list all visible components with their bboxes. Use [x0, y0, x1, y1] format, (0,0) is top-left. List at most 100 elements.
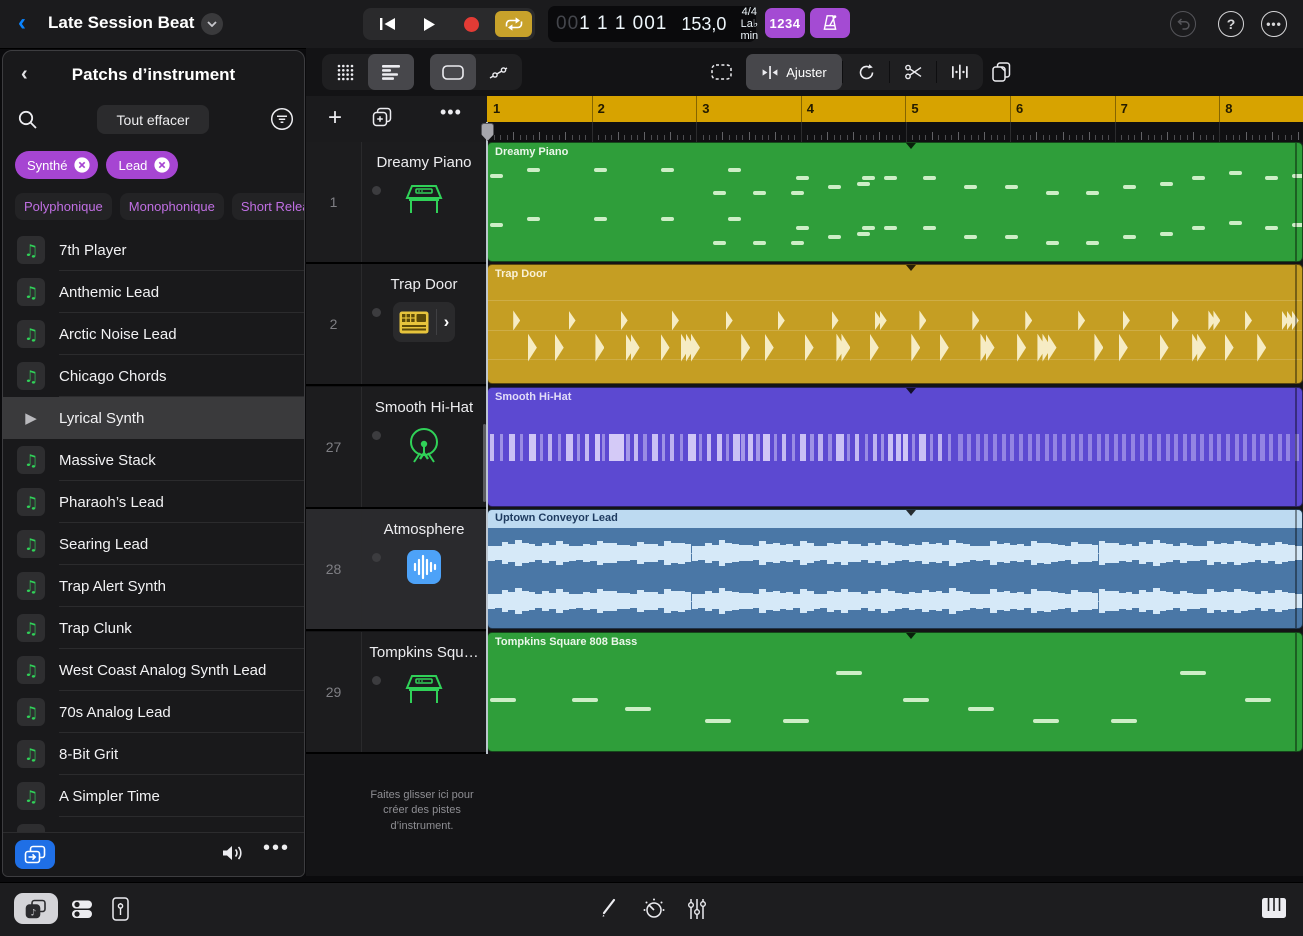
- browser-toggle-button[interactable]: ♪: [14, 893, 58, 924]
- patch-list-item[interactable]: ♫ Anthemic Lead: [3, 271, 304, 313]
- row-separator: [59, 270, 304, 271]
- mixer-controls-button[interactable]: [70, 897, 94, 921]
- preview-volume-button[interactable]: [221, 843, 245, 863]
- more-options-button[interactable]: •••: [1261, 11, 1287, 37]
- edit-pencil-button[interactable]: [600, 897, 618, 917]
- record-enable-dot[interactable]: [372, 308, 381, 317]
- playhead-line[interactable]: [486, 122, 488, 754]
- record-enable-dot[interactable]: [372, 553, 381, 562]
- patch-list-item[interactable]: ▶ Lyrical Synth: [3, 397, 304, 439]
- patch-list-item[interactable]: ♫ Massive Stack: [3, 439, 304, 481]
- undo-button[interactable]: [1170, 11, 1196, 37]
- search-button[interactable]: [17, 109, 39, 131]
- load-patch-button[interactable]: [15, 840, 55, 869]
- mixer-button[interactable]: [687, 897, 707, 921]
- region-drums[interactable]: Trap Door: [487, 264, 1303, 384]
- category-filter-button[interactable]: Short Release: [231, 193, 304, 220]
- track-header[interactable]: 1 Dreamy Piano: [306, 142, 487, 264]
- help-button[interactable]: ?: [1218, 11, 1244, 37]
- cycle-button[interactable]: [495, 11, 532, 37]
- quantize-button[interactable]: Ajuster: [746, 54, 842, 90]
- patch-list-item[interactable]: ♫ West Coast Analog Synth Lead: [3, 649, 304, 691]
- play-button[interactable]: [413, 8, 445, 40]
- cycle-range-band[interactable]: 1 2 3 4 5 6 7 8: [487, 96, 1303, 122]
- nudge-button[interactable]: [937, 54, 983, 90]
- track-header[interactable]: 29 Tompkins Squ…: [306, 632, 487, 754]
- smart-controls-button[interactable]: [642, 897, 666, 921]
- automation-button[interactable]: [476, 54, 522, 90]
- patch-list-item[interactable]: ♫ Searing Lead: [3, 523, 304, 565]
- ruler[interactable]: 1 2 3 4 5 6 7 8: [481, 96, 1303, 142]
- filter-tag-chip[interactable]: Synthé: [15, 151, 99, 179]
- region-midi[interactable]: Tompkins Square 808 Bass: [487, 632, 1303, 752]
- drum-hit: [595, 333, 605, 362]
- hihat-bar: [1079, 434, 1084, 462]
- track-list-more-button[interactable]: •••: [440, 102, 462, 122]
- patch-list-item[interactable]: ♫ A Simpler Time: [3, 775, 304, 817]
- browser-back-button[interactable]: ‹: [21, 63, 28, 85]
- track-stack-box[interactable]: ›: [392, 302, 456, 342]
- multi-select-button[interactable]: [698, 54, 744, 90]
- region-bars[interactable]: Smooth Hi-Hat: [487, 387, 1303, 507]
- patch-list-item[interactable]: ♫ Trap Alert Synth: [3, 565, 304, 607]
- filter-tag-chip[interactable]: Lead: [106, 151, 179, 179]
- track-list-scrollbar[interactable]: [483, 424, 486, 502]
- category-filter-button[interactable]: Polyphonique: [15, 193, 112, 220]
- region-end-line: [1295, 633, 1297, 751]
- regions-button[interactable]: [430, 54, 476, 90]
- copy-button[interactable]: [978, 54, 1024, 90]
- category-filter-button[interactable]: Monophonique: [119, 193, 224, 220]
- region-audio[interactable]: Uptown Conveyor Lead: [487, 509, 1303, 629]
- disclose-stack-chevron[interactable]: ›: [443, 312, 450, 331]
- loop-region-button[interactable]: [843, 54, 889, 90]
- project-menu-button[interactable]: [201, 13, 223, 35]
- midi-note: [1086, 240, 1100, 245]
- record-button[interactable]: [455, 8, 487, 40]
- track-icon-area[interactable]: [362, 664, 486, 716]
- patch-list-item[interactable]: ♫ Arctic Noise Lead: [3, 313, 304, 355]
- back-button[interactable]: ‹: [18, 9, 26, 36]
- track-header[interactable]: 28 Atmosphere: [306, 509, 487, 631]
- patch-list-item[interactable]: ♫: [3, 817, 304, 835]
- patch-list-item[interactable]: ♫ 8-Bit Grit: [3, 733, 304, 775]
- grid-view-button[interactable]: [322, 54, 368, 90]
- tracks-view-button[interactable]: [368, 54, 414, 90]
- track-icon-area[interactable]: [362, 541, 486, 593]
- midi-note: [828, 235, 842, 240]
- count-in-button[interactable]: 1234: [765, 8, 805, 38]
- plugins-button[interactable]: [112, 897, 129, 921]
- track-header[interactable]: 27 Smooth Hi-Hat: [306, 387, 487, 509]
- patch-list-item[interactable]: ♫ Pharaoh’s Lead: [3, 481, 304, 523]
- region-midi[interactable]: Dreamy Piano: [487, 142, 1303, 262]
- waveform-bar: [562, 543, 570, 563]
- remove-tag-icon[interactable]: [73, 156, 91, 174]
- remove-tag-icon[interactable]: [153, 156, 171, 174]
- track-icon-area[interactable]: [362, 419, 486, 471]
- hihat-bar: [1260, 434, 1265, 462]
- waveform-bar: [766, 591, 773, 611]
- patch-list-item[interactable]: ♫ Chicago Chords: [3, 355, 304, 397]
- track-icon-area[interactable]: ›: [362, 296, 486, 348]
- track-header[interactable]: 2 Trap Door ›: [306, 264, 487, 386]
- patch-list-item[interactable]: ♫ Trap Clunk: [3, 607, 304, 649]
- keyboard-button[interactable]: [1261, 897, 1287, 919]
- hihat-bar: [733, 434, 740, 462]
- metronome-button[interactable]: [810, 8, 850, 38]
- record-enable-dot[interactable]: [372, 676, 381, 685]
- add-track-button[interactable]: +: [328, 104, 343, 131]
- record-enable-dot[interactable]: [372, 431, 381, 440]
- filter-button[interactable]: [269, 106, 295, 132]
- browser-more-button[interactable]: •••: [263, 837, 291, 859]
- tracks-list-icon: [382, 64, 400, 80]
- patch-list-item[interactable]: ♫ 7th Player: [3, 229, 304, 271]
- split-button[interactable]: [890, 54, 936, 90]
- clear-all-button[interactable]: Tout effacer: [97, 105, 209, 134]
- go-to-beginning-button[interactable]: [371, 8, 403, 40]
- lcd-display[interactable]: 001 1 1 001 153,0 4/4 La♭ min: [548, 6, 758, 42]
- playhead-handle[interactable]: [481, 123, 494, 141]
- track-icon-area[interactable]: [362, 174, 486, 226]
- duplicate-track-button[interactable]: [372, 107, 394, 129]
- record-enable-dot[interactable]: [372, 186, 381, 195]
- undo-icon: [1176, 18, 1190, 30]
- patch-list-item[interactable]: ♫ 70s Analog Lead: [3, 691, 304, 733]
